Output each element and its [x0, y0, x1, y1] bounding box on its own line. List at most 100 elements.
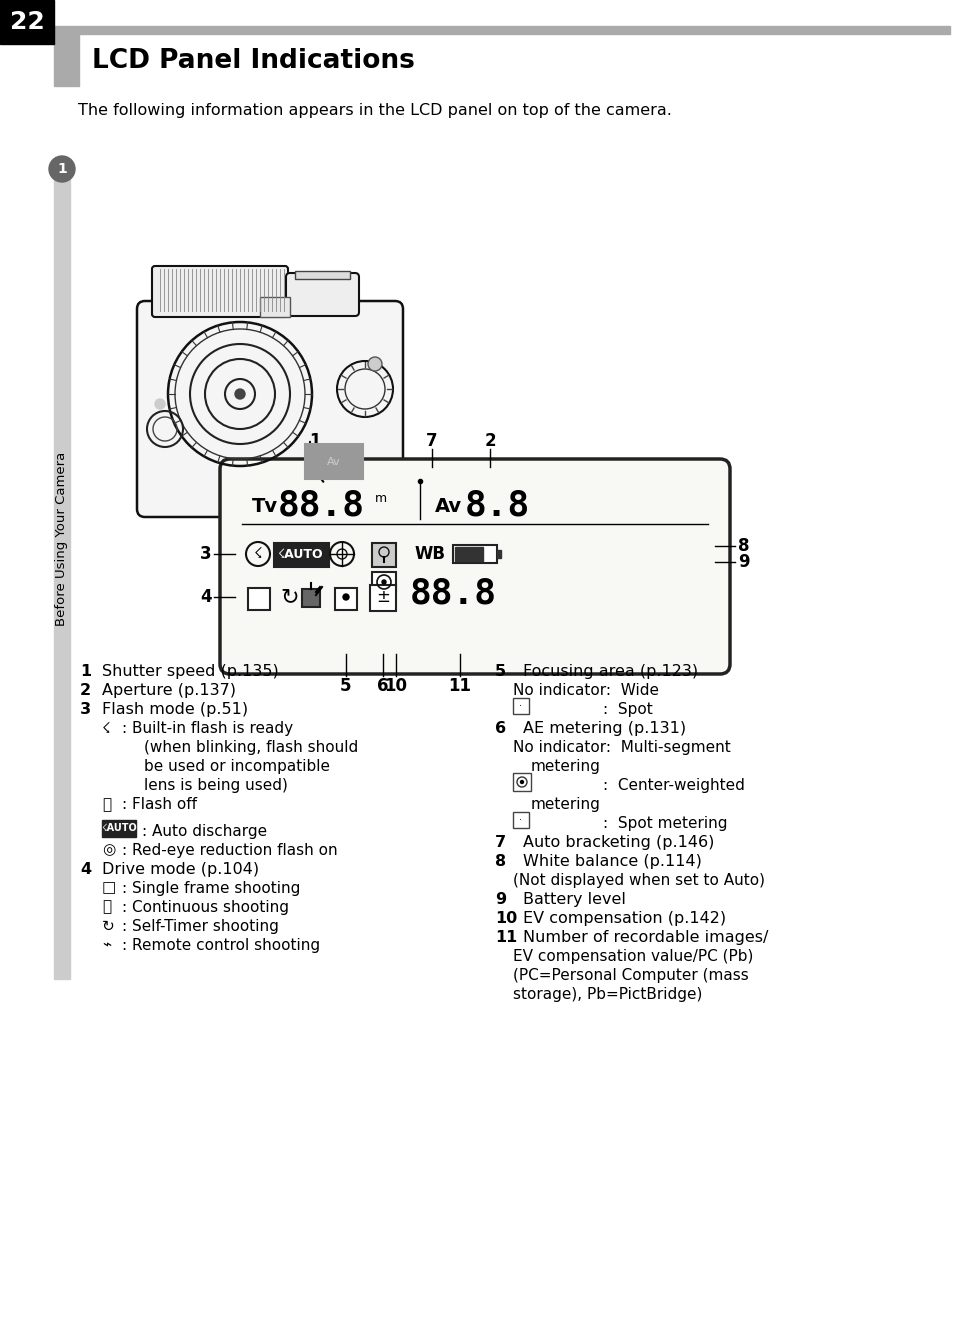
Text: (Not displayed when set to Auto): (Not displayed when set to Auto): [513, 873, 764, 888]
Text: 1: 1: [57, 162, 67, 175]
Text: 8: 8: [495, 855, 506, 869]
Text: 3: 3: [80, 702, 91, 718]
Bar: [455, 548, 482, 561]
FancyBboxPatch shape: [137, 300, 402, 517]
Bar: [54, 159, 70, 979]
Text: m: m: [375, 492, 387, 505]
Text: Av: Av: [327, 457, 340, 466]
Bar: [274, 544, 329, 567]
Circle shape: [234, 389, 245, 399]
Text: 10: 10: [384, 676, 407, 695]
Text: 7: 7: [495, 835, 506, 851]
Circle shape: [343, 594, 349, 599]
Text: Focusing area (p.123): Focusing area (p.123): [522, 664, 698, 679]
Text: lens is being used): lens is being used): [144, 777, 288, 793]
Text: No indicator:  Wide: No indicator: Wide: [513, 683, 659, 698]
Text: metering: metering: [531, 759, 600, 773]
Text: Aperture (p.137): Aperture (p.137): [102, 683, 235, 698]
Text: 1: 1: [309, 432, 320, 451]
Text: : Remote control shooting: : Remote control shooting: [122, 937, 320, 953]
Text: ☇AUTO: ☇AUTO: [278, 548, 323, 561]
Text: Flash mode (p.51): Flash mode (p.51): [102, 702, 248, 718]
Text: ☇AUTO: ☇AUTO: [101, 823, 136, 832]
Text: 9: 9: [495, 892, 506, 906]
Text: ·: ·: [519, 700, 522, 711]
Bar: [302, 589, 319, 607]
Text: : Self-Timer shooting: : Self-Timer shooting: [122, 918, 278, 933]
Text: 8: 8: [738, 537, 749, 556]
FancyBboxPatch shape: [152, 266, 288, 318]
Text: No indicator:  Multi-segment: No indicator: Multi-segment: [513, 740, 730, 755]
Text: Drive mode (p.104): Drive mode (p.104): [102, 861, 259, 877]
Text: 88.8: 88.8: [410, 577, 497, 611]
Text: : Built-in flash is ready: : Built-in flash is ready: [122, 722, 293, 736]
Text: 9: 9: [738, 553, 749, 571]
Text: □: □: [102, 881, 116, 896]
Text: 5: 5: [495, 664, 506, 679]
Text: :  Spot: : Spot: [602, 702, 652, 718]
Text: ☇: ☇: [253, 546, 262, 561]
Text: be used or incompatible: be used or incompatible: [144, 759, 330, 773]
Circle shape: [381, 579, 386, 583]
Text: Tv: Tv: [252, 497, 278, 516]
Text: 22: 22: [10, 11, 45, 35]
Bar: [248, 587, 270, 610]
Text: (PC=Personal Computer (mass: (PC=Personal Computer (mass: [513, 968, 748, 983]
Text: ☇: ☇: [102, 722, 111, 736]
Text: 11: 11: [448, 676, 471, 695]
Bar: [370, 585, 395, 611]
Text: Ⓤ: Ⓤ: [102, 797, 111, 812]
Text: (when blinking, flash should: (when blinking, flash should: [144, 740, 358, 755]
Text: LCD Panel Indications: LCD Panel Indications: [91, 48, 415, 74]
Text: 6: 6: [495, 722, 506, 736]
FancyBboxPatch shape: [220, 459, 729, 674]
Text: AE metering (p.131): AE metering (p.131): [522, 722, 685, 736]
Bar: [294, 271, 350, 279]
Text: 3: 3: [200, 545, 212, 563]
Text: : Red-eye reduction flash on: : Red-eye reduction flash on: [122, 843, 337, 857]
Text: ±: ±: [375, 587, 390, 606]
Text: 11: 11: [495, 930, 517, 945]
Text: ↻: ↻: [280, 587, 298, 607]
Text: Before Using Your Camera: Before Using Your Camera: [55, 452, 69, 626]
Text: ◎: ◎: [102, 843, 115, 857]
Text: Number of recordable images/: Number of recordable images/: [522, 930, 767, 945]
Text: metering: metering: [531, 797, 600, 812]
Text: White balance (p.114): White balance (p.114): [522, 855, 701, 869]
Bar: [54, 31, 79, 86]
Text: :  Spot metering: : Spot metering: [602, 816, 727, 831]
Text: ⎙: ⎙: [102, 900, 111, 914]
Bar: [102, 820, 136, 836]
Text: EV compensation (p.142): EV compensation (p.142): [522, 910, 725, 926]
Text: EV compensation value/PC (Pb): EV compensation value/PC (Pb): [513, 949, 753, 964]
Text: : Continuous shooting: : Continuous shooting: [122, 900, 289, 914]
Bar: [513, 773, 531, 791]
Text: The following information appears in the LCD panel on top of the camera.: The following information appears in the…: [78, 104, 671, 118]
Text: WB: WB: [415, 545, 446, 563]
Text: : Auto discharge: : Auto discharge: [142, 824, 267, 839]
Text: Av: Av: [435, 497, 461, 516]
Text: 6: 6: [376, 676, 388, 695]
Bar: [54, 27, 949, 35]
Bar: [453, 545, 497, 563]
Text: storage), Pb=PictBridge): storage), Pb=PictBridge): [513, 987, 701, 1002]
Text: 4: 4: [200, 587, 212, 606]
Circle shape: [49, 155, 75, 182]
Circle shape: [154, 399, 165, 409]
Text: 8.8: 8.8: [464, 489, 530, 524]
Text: ↻: ↻: [102, 918, 114, 933]
Text: Battery level: Battery level: [522, 892, 625, 906]
Bar: [497, 550, 500, 558]
Bar: [513, 812, 529, 828]
Bar: [335, 587, 356, 610]
Text: 5: 5: [340, 676, 352, 695]
Text: ·: ·: [519, 815, 522, 825]
FancyBboxPatch shape: [286, 272, 358, 316]
Text: 2: 2: [80, 683, 91, 698]
Text: 7: 7: [426, 432, 437, 451]
Bar: [260, 296, 290, 318]
Bar: [372, 544, 395, 567]
Circle shape: [520, 780, 523, 784]
Text: ⌁: ⌁: [102, 937, 111, 953]
Text: 88.8: 88.8: [277, 489, 365, 524]
